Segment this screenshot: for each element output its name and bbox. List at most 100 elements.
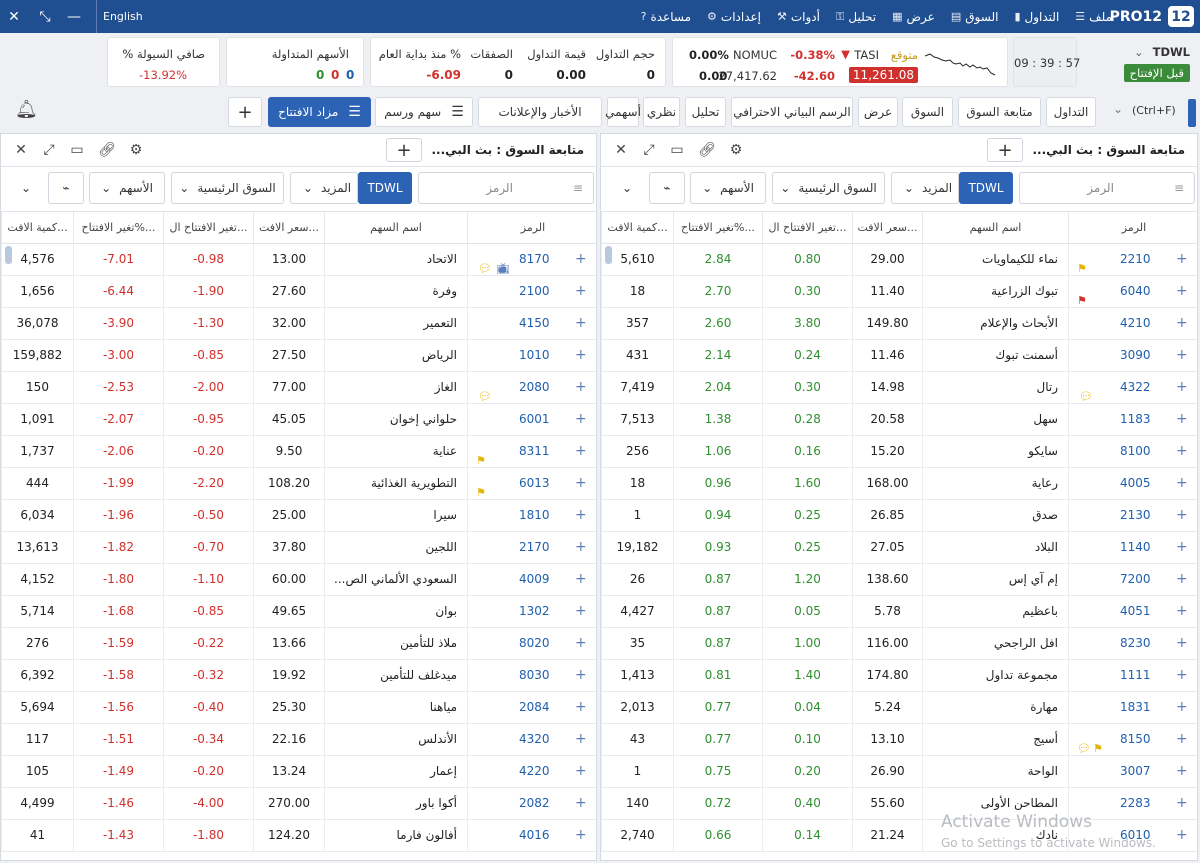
symbol-search-input[interactable]: الرمز ≡ xyxy=(1019,172,1195,204)
menu-item[interactable]: السوق ▤ xyxy=(951,10,999,24)
add-to-watchlist-icon[interactable]: + xyxy=(575,667,587,683)
column-header[interactable]: تغير الافتتاح%... xyxy=(73,212,163,244)
table-row[interactable]: 2082 + أكوا باور 270.00 -4.00 -1.46 4,499 xyxy=(1,788,596,820)
symbol-cell[interactable]: 2084 + xyxy=(467,692,596,723)
window-icon[interactable]: ▭ xyxy=(670,142,684,158)
table-row[interactable]: 2170 + اللجين 37.80 -0.70 -1.82 13,613 xyxy=(1,532,596,564)
gear-icon[interactable]: ⚙ xyxy=(729,142,743,158)
symbol-cell[interactable]: 6001 + xyxy=(467,404,596,435)
add-to-watchlist-icon[interactable]: + xyxy=(575,699,587,715)
symbol-cell[interactable]: 4150 + xyxy=(467,308,596,339)
menu-item[interactable]: إعدادات ⚙ xyxy=(707,10,761,24)
stocks-dropdown[interactable]: ⌄ الأسهم xyxy=(89,172,165,204)
menu-item[interactable]: عرض ▦ xyxy=(892,10,935,24)
add-to-watchlist-icon[interactable]: + xyxy=(575,539,587,555)
add-to-watchlist-icon[interactable]: + xyxy=(575,315,587,331)
tab-opening-auction[interactable]: مزاد الافتتاح ☰ xyxy=(268,97,371,127)
chevron-down-icon[interactable]: ⌄ xyxy=(1113,102,1124,116)
symbol-cell[interactable]: 2210 + ⚑ xyxy=(1068,244,1197,275)
tab-pro-chart[interactable]: الرسم البياني الاحترافي xyxy=(731,97,853,127)
table-row[interactable]: 3007 + الواحة 26.90 0.20 0.75 1 xyxy=(601,756,1197,788)
column-header[interactable]: اسم السهم xyxy=(922,212,1068,244)
symbol-cell[interactable]: 4322 + 💬︎ xyxy=(1068,372,1197,403)
add-to-watchlist-icon[interactable]: + xyxy=(575,827,587,843)
more-dropdown[interactable]: ⌄ المزيد xyxy=(290,172,358,204)
add-to-watchlist-icon[interactable]: + xyxy=(575,795,587,811)
add-to-watchlist-icon[interactable]: + xyxy=(1176,347,1188,363)
symbol-cell[interactable]: 3007 + xyxy=(1068,756,1197,787)
main-market-dropdown[interactable]: ⌄ السوق الرئيسية xyxy=(171,172,284,204)
symbol-cell[interactable]: 2100 + xyxy=(467,276,596,307)
add-to-watchlist-icon[interactable]: + xyxy=(575,635,587,651)
table-row[interactable]: 2283 + المطاحن الأولى 55.60 0.40 0.72 140 xyxy=(601,788,1197,820)
stocks-dropdown[interactable]: ⌄ الأسهم xyxy=(690,172,766,204)
expand-icon[interactable]: ⤢ xyxy=(643,142,655,158)
menu-item[interactable]: تحليل ⚿ xyxy=(836,10,876,24)
table-row[interactable]: 1302 + بوان 49.65 -0.85 -1.68 5,714 xyxy=(1,596,596,628)
table-row[interactable]: 4210 + الأبحاث والإعلام 149.80 3.80 2.60 357 xyxy=(601,308,1197,340)
tab-theoretical[interactable]: نظري xyxy=(643,97,680,127)
symbol-cell[interactable]: 1810 + xyxy=(467,500,596,531)
table-row[interactable]: 1183 + سهل 20.58 0.28 1.38 7,513 xyxy=(601,404,1197,436)
add-tab-button[interactable]: + xyxy=(228,97,262,127)
menu-item[interactable]: التداول ▮ xyxy=(1014,10,1059,24)
table-row[interactable]: 4220 + إعمار 13.24 -0.20 -1.49 105 xyxy=(1,756,596,788)
expand-icon[interactable]: ⤢ xyxy=(43,142,55,158)
column-header[interactable]: سعر الافت... xyxy=(852,212,922,244)
symbol-cell[interactable]: 1140 + xyxy=(1068,532,1197,563)
add-to-watchlist-icon[interactable]: + xyxy=(575,571,587,587)
add-to-watchlist-icon[interactable]: + xyxy=(1176,251,1188,267)
tab-market[interactable]: السوق xyxy=(902,97,953,127)
scrollbar-thumb[interactable] xyxy=(5,246,12,264)
symbol-cell[interactable]: 6040 + ⚑ xyxy=(1068,276,1197,307)
add-to-watchlist-icon[interactable]: + xyxy=(1176,827,1188,843)
table-row[interactable]: 6013 + ⚑ التطويرية الغذائية 108.20 -2.20 -1.99… xyxy=(1,468,596,500)
main-market-dropdown[interactable]: ⌄ السوق الرئيسية xyxy=(772,172,885,204)
table-row[interactable]: 7200 + إم آي إس 138.60 1.20 0.87 26 xyxy=(601,564,1197,596)
symbol-cell[interactable]: 8100 + xyxy=(1068,436,1197,467)
scrollbar-thumb[interactable] xyxy=(605,246,612,264)
column-header[interactable]: تغير الافتتاح ال... xyxy=(163,212,253,244)
symbol-cell[interactable]: 8020 + xyxy=(467,628,596,659)
table-row[interactable]: 8230 + افل الراجحي 116.00 1.00 0.87 35 xyxy=(601,628,1197,660)
symbol-cell[interactable]: 3090 + xyxy=(1068,340,1197,371)
tab-analysis[interactable]: تحليل xyxy=(685,97,726,127)
table-row[interactable]: 2080 + 💬︎ الغاز 77.00 -2.00 -2.53 150 xyxy=(1,372,596,404)
table-row[interactable]: 8311 + ⚑ عناية 9.50 -0.20 -2.06 1,737 xyxy=(1,436,596,468)
table-row[interactable]: 4051 + باعظيم 5.78 0.05 0.87 4,427 xyxy=(601,596,1197,628)
add-to-watchlist-icon[interactable]: + xyxy=(575,763,587,779)
symbol-cell[interactable]: 8170 + 💬︎ 📺︎ xyxy=(467,244,596,275)
tab-news[interactable]: الأخبار والإعلانات xyxy=(478,97,602,127)
tab-my-stocks[interactable]: أسهمي xyxy=(605,97,641,127)
add-to-watchlist-icon[interactable]: + xyxy=(575,411,587,427)
add-to-watchlist-icon[interactable]: + xyxy=(575,443,587,459)
column-header[interactable]: تغير الافتتاح%... xyxy=(673,212,762,244)
add-to-watchlist-icon[interactable]: + xyxy=(575,251,587,267)
menu-item[interactable]: مساعدة? xyxy=(641,10,691,24)
tab-view[interactable]: عرض xyxy=(858,97,898,127)
table-row[interactable]: 1831 + مهارة 5.24 0.04 0.77 2,013 xyxy=(601,692,1197,724)
add-to-watchlist-icon[interactable]: + xyxy=(1176,411,1188,427)
symbol-cell[interactable]: 4320 + xyxy=(467,724,596,755)
add-to-watchlist-icon[interactable]: + xyxy=(575,507,587,523)
chevron-down-icon[interactable]: ⌄ xyxy=(8,172,44,204)
table-row[interactable]: 6010 + نادك 21.24 0.14 0.66 2,740 xyxy=(601,820,1197,852)
add-to-watchlist-icon[interactable]: + xyxy=(1176,315,1188,331)
symbol-cell[interactable]: 4005 + xyxy=(1068,468,1197,499)
close-icon[interactable]: ✕ xyxy=(615,142,627,158)
language-switch[interactable]: English xyxy=(96,0,143,33)
symbol-cell[interactable]: 8150 + 💬︎ ⚑ xyxy=(1068,724,1197,755)
add-to-watchlist-icon[interactable]: + xyxy=(575,731,587,747)
table-row[interactable]: 8170 + 💬︎ 📺︎ الاتحاد 13.00 -0.98 -7.01 4,576 xyxy=(1,244,596,276)
add-to-watchlist-icon[interactable]: + xyxy=(1176,795,1188,811)
add-to-watchlist-icon[interactable]: + xyxy=(1176,475,1188,491)
add-to-watchlist-icon[interactable]: + xyxy=(575,603,587,619)
symbol-cell[interactable]: 6010 + xyxy=(1068,820,1197,851)
table-row[interactable]: 1810 + سيرا 25.00 -0.50 -1.96 6,034 xyxy=(1,500,596,532)
chevron-down-icon[interactable]: ⌄ xyxy=(609,172,645,204)
chart-toggle-icon[interactable]: ⌁ xyxy=(649,172,685,204)
add-symbol-button[interactable]: + xyxy=(987,138,1023,162)
tab-market-watch[interactable]: متابعة السوق xyxy=(958,97,1041,127)
more-dropdown[interactable]: ⌄ المزيد xyxy=(891,172,959,204)
column-header[interactable]: كمية الافت... xyxy=(1,212,73,244)
